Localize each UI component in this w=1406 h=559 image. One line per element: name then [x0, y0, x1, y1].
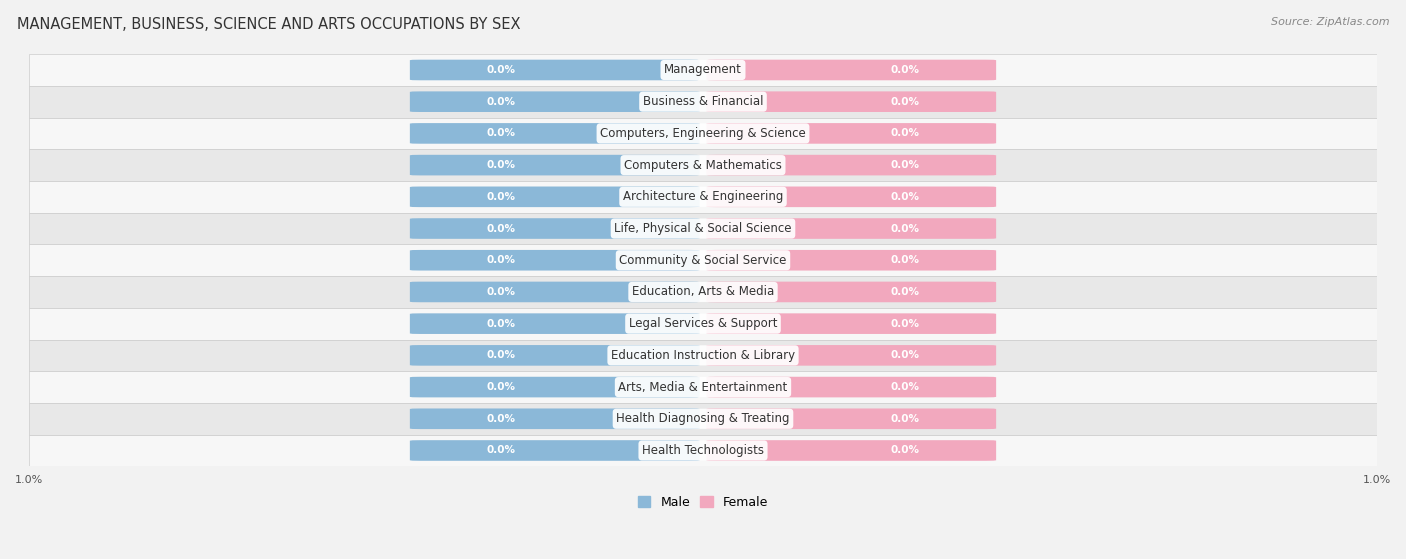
FancyBboxPatch shape: [411, 218, 700, 239]
Bar: [30, 54, 1376, 86]
Text: 0.0%: 0.0%: [486, 382, 516, 392]
Text: 0.0%: 0.0%: [486, 446, 516, 456]
Legend: Male, Female: Male, Female: [633, 491, 773, 514]
Text: 0.0%: 0.0%: [486, 350, 516, 361]
Text: Business & Financial: Business & Financial: [643, 95, 763, 108]
Text: Legal Services & Support: Legal Services & Support: [628, 317, 778, 330]
Text: 0.0%: 0.0%: [890, 350, 920, 361]
Text: Education, Arts & Media: Education, Arts & Media: [631, 286, 775, 299]
FancyBboxPatch shape: [411, 282, 700, 302]
Bar: [30, 149, 1376, 181]
Text: 0.0%: 0.0%: [486, 129, 516, 139]
Text: 0.0%: 0.0%: [890, 97, 920, 107]
FancyBboxPatch shape: [706, 187, 995, 207]
Bar: [30, 339, 1376, 371]
Bar: [30, 403, 1376, 435]
Text: 0.0%: 0.0%: [486, 255, 516, 265]
Text: Education Instruction & Library: Education Instruction & Library: [612, 349, 794, 362]
Text: 0.0%: 0.0%: [486, 414, 516, 424]
FancyBboxPatch shape: [706, 345, 995, 366]
FancyBboxPatch shape: [706, 60, 995, 80]
FancyBboxPatch shape: [411, 187, 700, 207]
Text: 0.0%: 0.0%: [486, 287, 516, 297]
FancyBboxPatch shape: [411, 314, 700, 334]
Text: 0.0%: 0.0%: [890, 224, 920, 234]
FancyBboxPatch shape: [411, 409, 700, 429]
Text: Computers, Engineering & Science: Computers, Engineering & Science: [600, 127, 806, 140]
Text: 0.0%: 0.0%: [890, 382, 920, 392]
Bar: [30, 86, 1376, 117]
Text: 0.0%: 0.0%: [486, 97, 516, 107]
Bar: [30, 371, 1376, 403]
Text: 0.0%: 0.0%: [890, 129, 920, 139]
FancyBboxPatch shape: [706, 218, 995, 239]
Text: MANAGEMENT, BUSINESS, SCIENCE AND ARTS OCCUPATIONS BY SEX: MANAGEMENT, BUSINESS, SCIENCE AND ARTS O…: [17, 17, 520, 32]
Text: 0.0%: 0.0%: [890, 287, 920, 297]
Bar: [30, 181, 1376, 212]
FancyBboxPatch shape: [706, 282, 995, 302]
Text: 0.0%: 0.0%: [486, 192, 516, 202]
FancyBboxPatch shape: [706, 314, 995, 334]
Text: 0.0%: 0.0%: [890, 319, 920, 329]
Text: 0.0%: 0.0%: [486, 160, 516, 170]
Bar: [30, 212, 1376, 244]
Text: Community & Social Service: Community & Social Service: [619, 254, 787, 267]
Text: 0.0%: 0.0%: [890, 414, 920, 424]
FancyBboxPatch shape: [706, 123, 995, 144]
FancyBboxPatch shape: [706, 155, 995, 176]
Bar: [30, 308, 1376, 339]
FancyBboxPatch shape: [706, 91, 995, 112]
FancyBboxPatch shape: [411, 155, 700, 176]
Bar: [30, 435, 1376, 466]
FancyBboxPatch shape: [411, 345, 700, 366]
FancyBboxPatch shape: [411, 440, 700, 461]
Text: 0.0%: 0.0%: [890, 446, 920, 456]
Text: Source: ZipAtlas.com: Source: ZipAtlas.com: [1271, 17, 1389, 27]
FancyBboxPatch shape: [706, 250, 995, 271]
Text: Management: Management: [664, 64, 742, 77]
Text: 0.0%: 0.0%: [486, 224, 516, 234]
Text: 0.0%: 0.0%: [890, 65, 920, 75]
FancyBboxPatch shape: [411, 377, 700, 397]
Text: Health Diagnosing & Treating: Health Diagnosing & Treating: [616, 413, 790, 425]
Text: Architecture & Engineering: Architecture & Engineering: [623, 190, 783, 203]
FancyBboxPatch shape: [411, 60, 700, 80]
Bar: [30, 276, 1376, 308]
Bar: [30, 117, 1376, 149]
FancyBboxPatch shape: [411, 91, 700, 112]
Text: 0.0%: 0.0%: [890, 192, 920, 202]
FancyBboxPatch shape: [706, 409, 995, 429]
Bar: [30, 244, 1376, 276]
Text: Computers & Mathematics: Computers & Mathematics: [624, 159, 782, 172]
FancyBboxPatch shape: [411, 123, 700, 144]
FancyBboxPatch shape: [706, 440, 995, 461]
FancyBboxPatch shape: [706, 377, 995, 397]
Text: 0.0%: 0.0%: [890, 255, 920, 265]
Text: Health Technologists: Health Technologists: [643, 444, 763, 457]
FancyBboxPatch shape: [411, 250, 700, 271]
Text: 0.0%: 0.0%: [486, 65, 516, 75]
Text: Arts, Media & Entertainment: Arts, Media & Entertainment: [619, 381, 787, 394]
Text: 0.0%: 0.0%: [890, 160, 920, 170]
Text: Life, Physical & Social Science: Life, Physical & Social Science: [614, 222, 792, 235]
Text: 0.0%: 0.0%: [486, 319, 516, 329]
